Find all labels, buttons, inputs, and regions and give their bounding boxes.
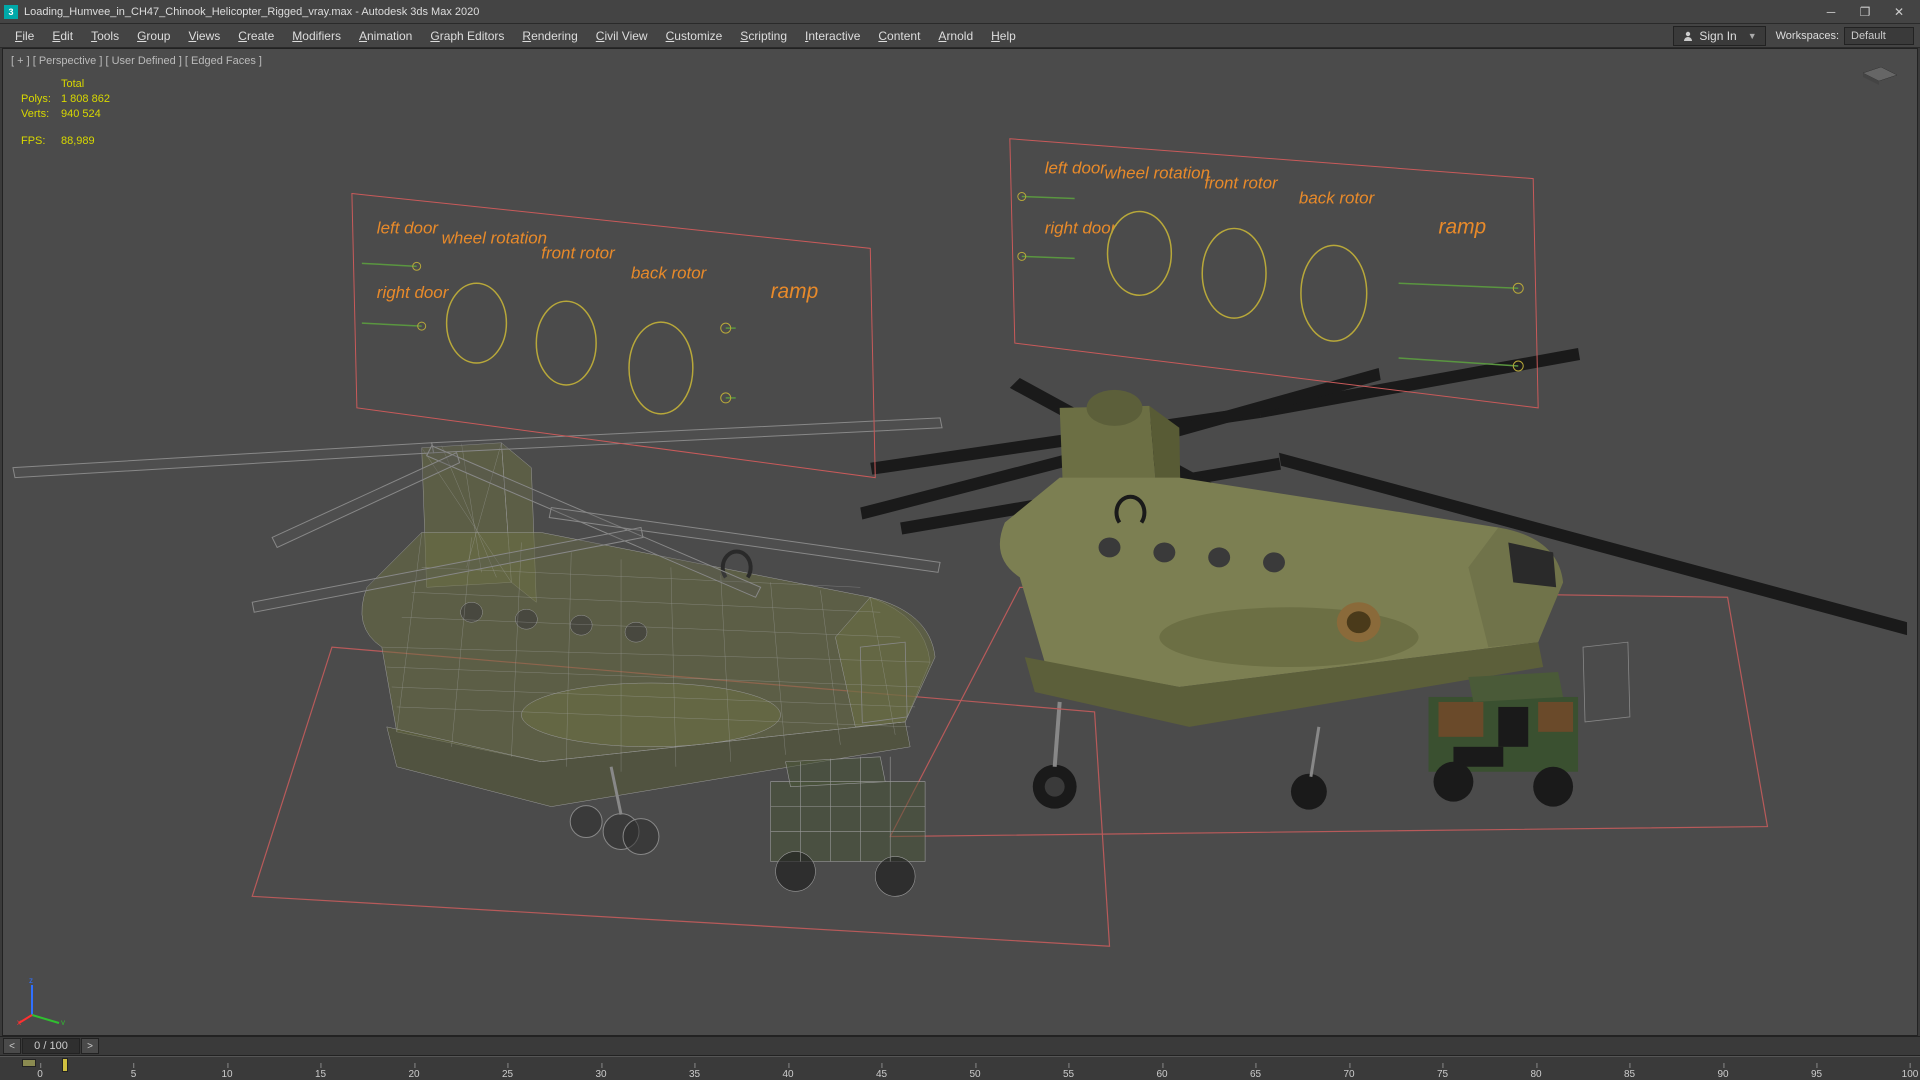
menu-animation[interactable]: Animation — [350, 26, 421, 46]
menu-tools[interactable]: Tools — [82, 26, 128, 46]
timeline-tick: 40 — [782, 1069, 793, 1080]
menu-graph-editors[interactable]: Graph Editors — [421, 26, 513, 46]
viewport[interactable]: [ + ] [ Perspective ] [ User Defined ] [… — [2, 48, 1918, 1036]
viewport-scene: left door right door wheel rotation fron… — [3, 49, 1917, 1034]
timeline-tick: 55 — [1063, 1069, 1074, 1080]
sign-in-button[interactable]: Sign In ▼ — [1673, 26, 1765, 46]
timeline-tick: 85 — [1624, 1069, 1635, 1080]
timeline-tick: 45 — [876, 1069, 887, 1080]
timeline-tick: 20 — [408, 1069, 419, 1080]
svg-text:back rotor: back rotor — [631, 263, 708, 282]
svg-text:wheel rotation: wheel rotation — [1105, 164, 1210, 183]
person-icon — [1682, 30, 1694, 42]
chevron-down-icon: ▼ — [1748, 31, 1757, 41]
workspace-value: Default — [1851, 30, 1886, 42]
svg-text:right door: right door — [1045, 218, 1118, 237]
menu-group[interactable]: Group — [128, 26, 179, 46]
timeline-tick: 75 — [1437, 1069, 1448, 1080]
axis-gizmo: z y x — [17, 975, 67, 1025]
svg-text:front rotor: front rotor — [541, 243, 616, 262]
maximize-button[interactable]: ❐ — [1848, 1, 1882, 23]
svg-text:ramp: ramp — [1438, 215, 1486, 238]
rig-panel-right: left door right door wheel rotation fron… — [1010, 139, 1538, 408]
svg-text:y: y — [61, 1018, 65, 1025]
menu-edit[interactable]: Edit — [43, 26, 82, 46]
menu-arnold[interactable]: Arnold — [929, 26, 982, 46]
workspace-selector: Workspaces: Default — [1776, 27, 1914, 45]
timeline-tick: 95 — [1811, 1069, 1822, 1080]
viewcube[interactable] — [1853, 55, 1903, 85]
menu-customize[interactable]: Customize — [657, 26, 732, 46]
svg-text:z: z — [29, 976, 33, 985]
workspace-dropdown[interactable]: Default — [1844, 27, 1914, 45]
svg-text:left door: left door — [1045, 159, 1108, 178]
menu-scripting[interactable]: Scripting — [731, 26, 796, 46]
frame-next-button[interactable]: > — [81, 1038, 99, 1054]
menu-create[interactable]: Create — [229, 26, 283, 46]
timeline-tick: 80 — [1530, 1069, 1541, 1080]
menu-help[interactable]: Help — [982, 26, 1025, 46]
minimize-button[interactable]: ─ — [1814, 1, 1848, 23]
menu-file[interactable]: File — [6, 26, 43, 46]
svg-text:back rotor: back rotor — [1299, 189, 1376, 208]
title-bar: 3 Loading_Humvee_in_CH47_Chinook_Helicop… — [0, 0, 1920, 24]
timeline-ruler: 0510152025303540455055606570758085909510… — [40, 1066, 1910, 1080]
frame-range-display[interactable]: 0 / 100 — [22, 1038, 80, 1054]
window-title: Loading_Humvee_in_CH47_Chinook_Helicopte… — [24, 6, 1814, 18]
timeline-tick: 30 — [595, 1069, 606, 1080]
timeline-tick: 60 — [1156, 1069, 1167, 1080]
menu-bar: FileEditToolsGroupViewsCreateModifiersAn… — [0, 24, 1920, 48]
timeline-tick: 0 — [37, 1069, 43, 1080]
close-button[interactable]: ✕ — [1882, 1, 1916, 23]
menu-interactive[interactable]: Interactive — [796, 26, 869, 46]
timeline-tick: 70 — [1343, 1069, 1354, 1080]
menu-civil-view[interactable]: Civil View — [587, 26, 657, 46]
frame-prev-button[interactable]: < — [3, 1038, 21, 1054]
svg-text:wheel rotation: wheel rotation — [442, 228, 547, 247]
app-icon: 3 — [4, 5, 18, 19]
sign-in-label: Sign In — [1699, 29, 1736, 43]
svg-text:front rotor: front rotor — [1204, 174, 1279, 193]
svg-text:right door: right door — [377, 283, 450, 302]
timeline-tick: 90 — [1717, 1069, 1728, 1080]
timeline-tick: 35 — [689, 1069, 700, 1080]
svg-text:ramp: ramp — [771, 280, 819, 303]
menu-modifiers[interactable]: Modifiers — [283, 26, 350, 46]
timeline-tick: 15 — [315, 1069, 326, 1080]
frame-range-bar: < 0 / 100 > — [0, 1036, 1920, 1056]
timeline-tick: 65 — [1250, 1069, 1261, 1080]
timeline-tick: 25 — [502, 1069, 513, 1080]
svg-text:x: x — [17, 1018, 21, 1025]
timeline-tick: 10 — [221, 1069, 232, 1080]
workspaces-label: Workspaces: — [1776, 30, 1839, 42]
window-controls: ─ ❐ ✕ — [1814, 1, 1916, 23]
menu-rendering[interactable]: Rendering — [513, 26, 586, 46]
timeline-tick: 5 — [131, 1069, 137, 1080]
timeline[interactable]: 0 5 10 15 20 25 30 35 40 45 50 55 60 65 70 75 80 85 90 95 10… — [0, 1056, 1920, 1080]
menu-views[interactable]: Views — [179, 26, 229, 46]
timeline-tick: 100 — [1902, 1069, 1919, 1080]
menu-content[interactable]: Content — [869, 26, 929, 46]
timeline-tick: 50 — [969, 1069, 980, 1080]
svg-text:left door: left door — [377, 218, 440, 237]
timeline-key-icon[interactable] — [22, 1059, 36, 1067]
